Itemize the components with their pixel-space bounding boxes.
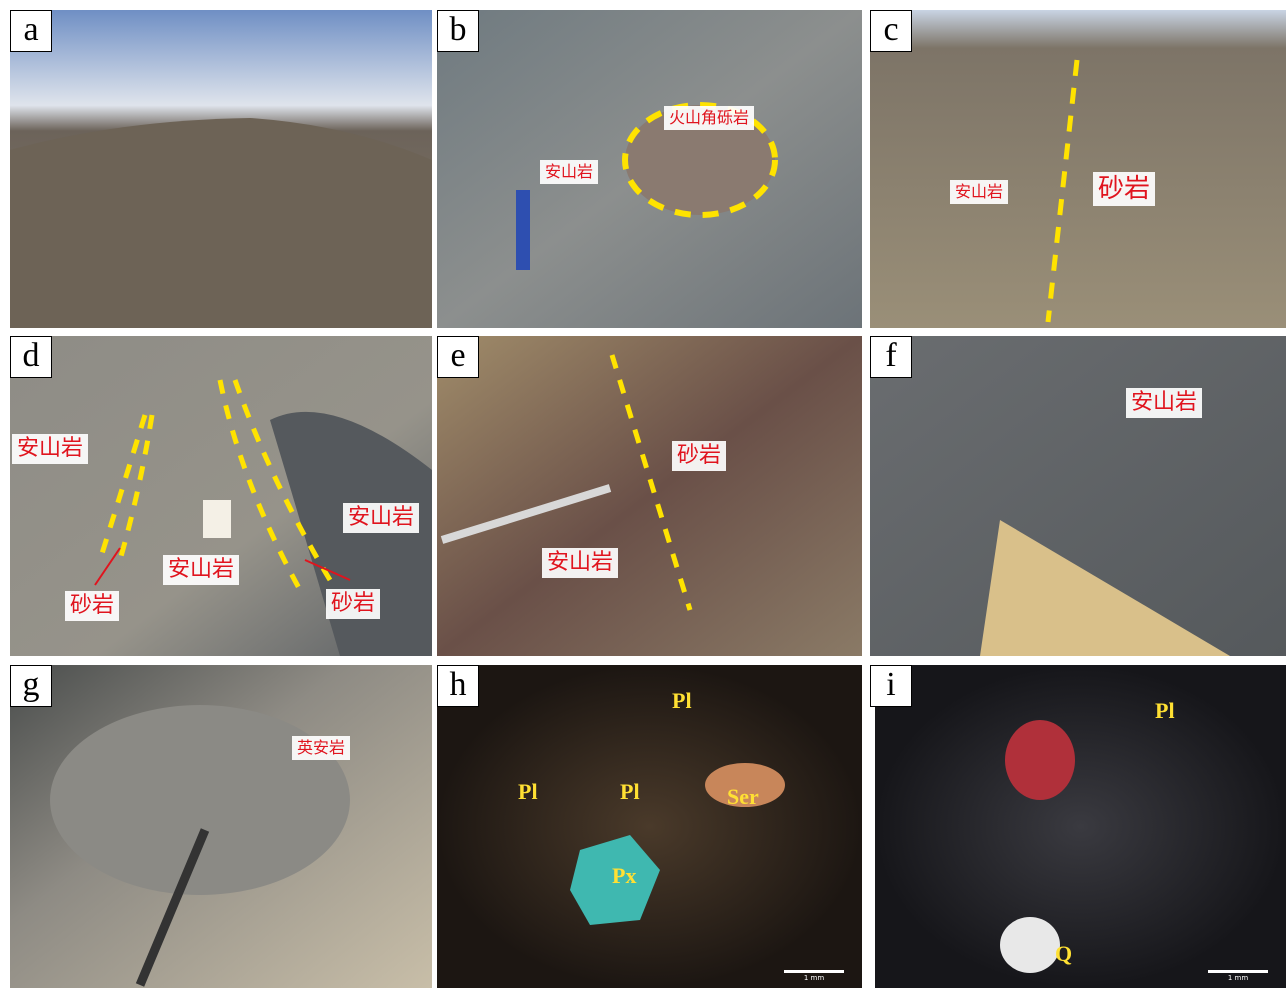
mineral-label: Pl (620, 779, 640, 804)
outcrop (270, 411, 432, 656)
panel-letter: f (870, 336, 912, 378)
panel-letter: h (437, 665, 479, 707)
rock-label: 砂岩 (672, 441, 727, 471)
boundary (622, 102, 778, 218)
photo-c (870, 10, 1286, 328)
mineral-label: Pl (518, 779, 538, 804)
rock-label: 砂岩 (1093, 172, 1156, 206)
rock-label: 砂岩 (326, 589, 381, 619)
panel-letter: b (437, 10, 479, 52)
rock-label: 安山岩 (540, 160, 599, 184)
photo-h (437, 665, 862, 988)
mineral-label: Pl (1155, 698, 1175, 723)
pyroxene (570, 835, 660, 925)
boundary (609, 354, 693, 611)
mineral-label: Pl (672, 688, 692, 713)
rock-label: 安山岩 (1126, 388, 1203, 418)
boundaries (97, 379, 333, 592)
scale-bar: 1 mm (784, 970, 844, 982)
panel-letter: d (10, 336, 52, 378)
panel-letter: g (10, 665, 52, 707)
panel-letter: e (437, 336, 479, 378)
rock-label: 砂岩 (65, 591, 120, 621)
rock-label: 安山岩 (12, 434, 89, 464)
sericite (705, 763, 785, 807)
arrows (94, 547, 351, 586)
rock-label: 安山岩 (343, 503, 420, 533)
breccia (625, 105, 775, 215)
panel-letter: a (10, 10, 52, 52)
hill (10, 118, 432, 328)
mineral-label: Q (1055, 941, 1073, 966)
rock (50, 705, 350, 895)
grain (1005, 720, 1075, 800)
pen (440, 484, 612, 544)
pencil (135, 828, 210, 987)
panel-letter: c (870, 10, 912, 52)
rock-label: 安山岩 (542, 548, 619, 578)
mineral-label: Px (612, 863, 637, 888)
scale-bar: 1 mm (1208, 970, 1268, 982)
quartz (1000, 917, 1060, 973)
hammer (516, 190, 530, 270)
boundary (1045, 59, 1080, 323)
rock-label: 安山岩 (950, 180, 1009, 204)
mineral-label: Ser (727, 784, 759, 809)
rock-label: 火山角砾岩 (664, 106, 755, 130)
photo-i (875, 665, 1286, 988)
rock-label: 英安岩 (292, 736, 351, 760)
photo-e (437, 336, 862, 656)
panel-letter: i (870, 665, 912, 707)
rock-label: 安山岩 (163, 555, 240, 585)
card (203, 500, 231, 538)
phone (980, 520, 1230, 656)
